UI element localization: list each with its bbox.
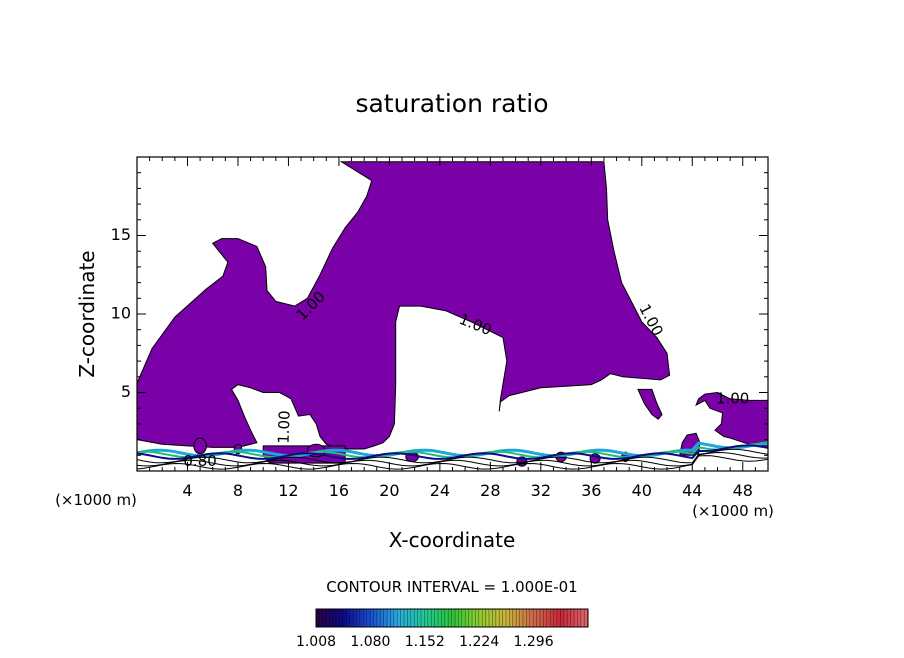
contour-label-5: 1.00 xyxy=(275,410,294,444)
colorbar-tick-labels: 1.008 1.080 1.152 1.224 1.296 xyxy=(296,634,554,650)
x-tick-label: 4 xyxy=(182,481,192,500)
x-tick-label: 12 xyxy=(278,481,298,500)
y-tick-label: 10 xyxy=(111,304,131,323)
colorbar-tick-label: 1.080 xyxy=(350,634,390,650)
region-2 xyxy=(637,388,663,420)
low-contour-6 xyxy=(137,455,768,470)
chart-title: saturation ratio xyxy=(355,89,548,118)
colorbar-caption: CONTOUR INTERVAL = 1.000E-01 xyxy=(326,578,577,596)
colorbar-tick-label: 1.296 xyxy=(514,634,554,650)
x-tick-label: 24 xyxy=(430,481,450,500)
x-tick-label: 40 xyxy=(632,481,652,500)
low-level-contours xyxy=(137,441,768,470)
x-tick-label: 48 xyxy=(733,481,753,500)
region-1 xyxy=(137,161,671,450)
x-unit-left: (×1000 m) xyxy=(55,491,137,509)
y-tick-label: 5 xyxy=(121,382,131,401)
x-tick-label: 20 xyxy=(379,481,399,500)
x-tick-label: 32 xyxy=(531,481,551,500)
colorbar: 1.008 1.080 1.152 1.224 1.296 xyxy=(296,608,589,650)
x-tick-label: 36 xyxy=(581,481,601,500)
x-tick-label: 28 xyxy=(480,481,500,500)
contour-label-4: 1.00 xyxy=(716,389,749,407)
x-tick-label: 44 xyxy=(682,481,702,500)
low-contour-3 xyxy=(137,444,768,460)
x-axis-ticks: 4 8 12 16 20 24 28 32 36 40 44 48 xyxy=(149,157,756,500)
x-unit-right: (×1000 m) xyxy=(692,502,774,520)
x-axis-label: X-coordinate xyxy=(389,528,516,552)
contour-label-6: 0.80 xyxy=(183,452,216,470)
plot-area: 1.001.00 1.001.001.000.80 4 8 12 16 20 24 28 32 3… xyxy=(111,156,769,500)
colorbar-tick-label: 1.152 xyxy=(405,634,445,650)
x-tick-label: 16 xyxy=(329,481,349,500)
y-axis-label: Z-coordinate xyxy=(75,250,99,377)
colorbar-tick-label: 1.224 xyxy=(459,634,499,650)
blob-1 xyxy=(193,437,207,455)
low-contour-5 xyxy=(137,451,768,467)
y-tick-label: 15 xyxy=(111,225,131,244)
colorbar-ramp xyxy=(315,608,589,628)
x-tick-label: 8 xyxy=(233,481,243,500)
low-contour-4 xyxy=(137,448,768,464)
colorbar-stripes xyxy=(318,609,588,627)
colorbar-tick-label: 1.008 xyxy=(296,634,336,650)
y-axis-ticks: 5 10 15 xyxy=(111,172,768,456)
